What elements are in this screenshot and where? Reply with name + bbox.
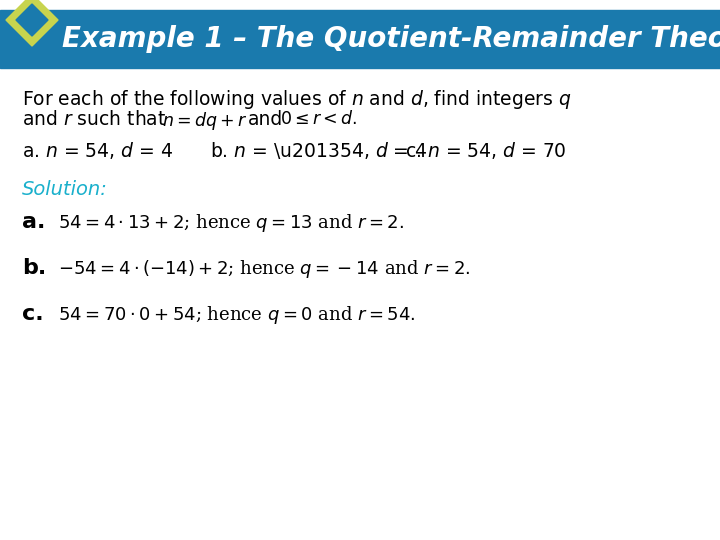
Bar [0, 10, 720, 68]
Text: For each of the following values of $n$ and $d$, find integers $q$: For each of the following values of $n$ … [22, 88, 572, 111]
Text: $n = dq + r$: $n = dq + r$ [162, 110, 248, 132]
Text: c. $n$ = 54, $d$ = 70: c. $n$ = 54, $d$ = 70 [405, 140, 567, 161]
Text: and: and [248, 110, 283, 129]
Text: a.: a. [22, 212, 45, 232]
Text: $54 = 70 \cdot 0 + 54$; hence $q = 0$ and $r = 54.$: $54 = 70 \cdot 0 + 54$; hence $q = 0$ an… [58, 304, 415, 326]
Polygon shape [6, 0, 58, 46]
Text: b. $n$ = \u201354, $d$ = 4: b. $n$ = \u201354, $d$ = 4 [210, 140, 428, 161]
Text: and $r$ such that: and $r$ such that [22, 110, 166, 129]
Text: $54 = 4 \cdot 13 + 2$; hence $q = 13$ and $r = 2.$: $54 = 4 \cdot 13 + 2$; hence $q = 13$ an… [58, 212, 404, 234]
Text: b.: b. [22, 258, 46, 278]
Text: $-54 = 4 \cdot (-14) + 2$; hence $q = -14$ and $r = 2.$: $-54 = 4 \cdot (-14) + 2$; hence $q = -1… [58, 258, 470, 280]
Text: Solution:: Solution: [22, 180, 108, 199]
Text: Example 1 – The Quotient-Remainder Theorem: Example 1 – The Quotient-Remainder Theor… [62, 25, 720, 53]
Text: a. $n$ = 54, $d$ = 4: a. $n$ = 54, $d$ = 4 [22, 140, 174, 161]
Text: c.: c. [22, 304, 44, 324]
Polygon shape [16, 4, 48, 36]
Text: $0 \leq r < d.$: $0 \leq r < d.$ [280, 110, 358, 128]
